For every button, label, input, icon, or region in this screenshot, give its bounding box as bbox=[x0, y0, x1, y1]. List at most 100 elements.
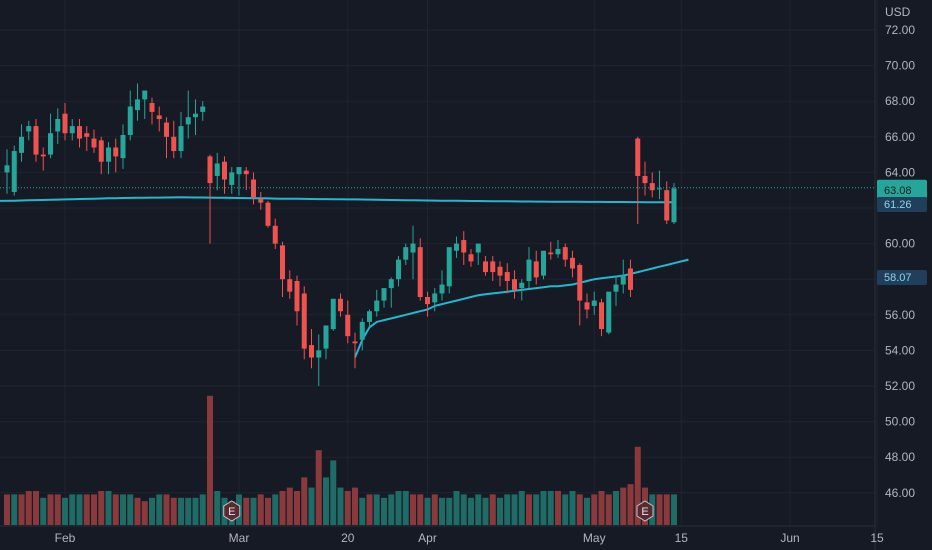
candle[interactable] bbox=[236, 167, 242, 196]
earnings-marker[interactable]: E bbox=[636, 500, 654, 522]
candle[interactable] bbox=[323, 325, 329, 360]
candle[interactable] bbox=[272, 218, 278, 249]
candle[interactable] bbox=[11, 145, 17, 196]
earnings-marker[interactable]: E bbox=[223, 500, 241, 522]
candle[interactable] bbox=[316, 334, 322, 386]
candle[interactable] bbox=[178, 111, 184, 159]
candle[interactable] bbox=[77, 119, 82, 148]
candle[interactable] bbox=[26, 120, 32, 141]
candle[interactable] bbox=[584, 293, 590, 319]
candle[interactable] bbox=[446, 247, 452, 294]
candle[interactable] bbox=[193, 99, 198, 136]
candle[interactable] bbox=[251, 172, 256, 205]
candle[interactable] bbox=[135, 83, 140, 121]
candle[interactable] bbox=[185, 90, 191, 139]
candle[interactable] bbox=[113, 138, 119, 173]
candle[interactable] bbox=[396, 256, 401, 287]
candle[interactable] bbox=[287, 270, 293, 299]
candle[interactable] bbox=[504, 263, 510, 294]
candle[interactable] bbox=[171, 120, 177, 159]
candle[interactable] bbox=[33, 119, 39, 162]
candle[interactable] bbox=[156, 106, 162, 132]
candle[interactable] bbox=[461, 231, 467, 265]
candle[interactable] bbox=[454, 236, 459, 258]
candle[interactable] bbox=[635, 136, 641, 225]
candle[interactable] bbox=[468, 248, 474, 267]
candle[interactable] bbox=[164, 117, 169, 159]
candle[interactable] bbox=[338, 293, 343, 317]
candle[interactable] bbox=[258, 191, 264, 210]
candle[interactable] bbox=[309, 329, 314, 369]
candle[interactable] bbox=[599, 298, 604, 337]
candle[interactable] bbox=[548, 241, 554, 260]
candle[interactable] bbox=[381, 288, 387, 308]
candle[interactable] bbox=[4, 149, 10, 194]
candle[interactable] bbox=[207, 154, 213, 244]
candle[interactable] bbox=[555, 240, 561, 258]
candle[interactable] bbox=[606, 291, 612, 335]
candle[interactable] bbox=[432, 288, 438, 312]
candle[interactable] bbox=[403, 243, 409, 265]
candle[interactable] bbox=[490, 256, 496, 281]
candle[interactable] bbox=[200, 101, 206, 121]
candle[interactable] bbox=[19, 124, 24, 162]
candle[interactable] bbox=[591, 291, 597, 315]
candle[interactable] bbox=[301, 286, 307, 360]
candle[interactable] bbox=[69, 119, 75, 141]
candle[interactable] bbox=[142, 90, 148, 119]
candle[interactable] bbox=[265, 200, 271, 228]
candle[interactable] bbox=[533, 250, 539, 285]
candle[interactable] bbox=[439, 270, 445, 301]
candle[interactable] bbox=[40, 147, 46, 171]
candle[interactable] bbox=[620, 259, 626, 294]
candle[interactable] bbox=[91, 129, 97, 153]
candle[interactable] bbox=[541, 250, 546, 280]
candle[interactable] bbox=[649, 172, 655, 198]
candle[interactable] bbox=[475, 243, 481, 265]
candle[interactable] bbox=[84, 126, 90, 152]
candle[interactable] bbox=[642, 161, 648, 196]
candle[interactable] bbox=[98, 136, 104, 175]
candle[interactable] bbox=[106, 142, 111, 175]
candle[interactable] bbox=[127, 90, 133, 141]
candle[interactable] bbox=[512, 270, 517, 299]
candle[interactable] bbox=[345, 300, 351, 344]
candle[interactable] bbox=[483, 256, 488, 276]
candle[interactable] bbox=[367, 309, 372, 328]
candle[interactable] bbox=[330, 298, 336, 331]
candle[interactable] bbox=[359, 318, 365, 351]
candles[interactable] bbox=[4, 83, 677, 386]
candle[interactable] bbox=[388, 277, 394, 308]
candle[interactable] bbox=[48, 113, 53, 159]
candle[interactable] bbox=[497, 261, 503, 287]
candle[interactable] bbox=[657, 170, 662, 200]
candle[interactable] bbox=[149, 97, 155, 125]
candle[interactable] bbox=[570, 250, 575, 278]
candle[interactable] bbox=[62, 102, 68, 141]
candle[interactable] bbox=[613, 275, 619, 306]
candle[interactable] bbox=[229, 167, 235, 194]
candle[interactable] bbox=[519, 279, 525, 301]
candle[interactable] bbox=[562, 243, 568, 267]
candle[interactable] bbox=[280, 241, 285, 297]
candle[interactable] bbox=[222, 156, 227, 194]
time-axis[interactable]: Feb Mar 20 Apr May 15 Jun 15 bbox=[55, 531, 884, 545]
candle[interactable] bbox=[628, 259, 633, 297]
candle[interactable] bbox=[214, 152, 220, 191]
candle[interactable] bbox=[526, 247, 532, 289]
candle[interactable] bbox=[120, 124, 126, 169]
candle[interactable] bbox=[410, 225, 416, 280]
candle[interactable] bbox=[374, 289, 380, 317]
candle[interactable] bbox=[577, 263, 583, 326]
candle[interactable] bbox=[352, 332, 358, 369]
candle[interactable] bbox=[55, 108, 61, 144]
candle[interactable] bbox=[671, 183, 677, 225]
candle[interactable] bbox=[425, 291, 430, 317]
candle[interactable] bbox=[664, 181, 670, 225]
candle[interactable] bbox=[417, 238, 423, 301]
candle[interactable] bbox=[243, 167, 249, 191]
volume-bar bbox=[627, 484, 634, 525]
candle[interactable] bbox=[294, 275, 300, 326]
